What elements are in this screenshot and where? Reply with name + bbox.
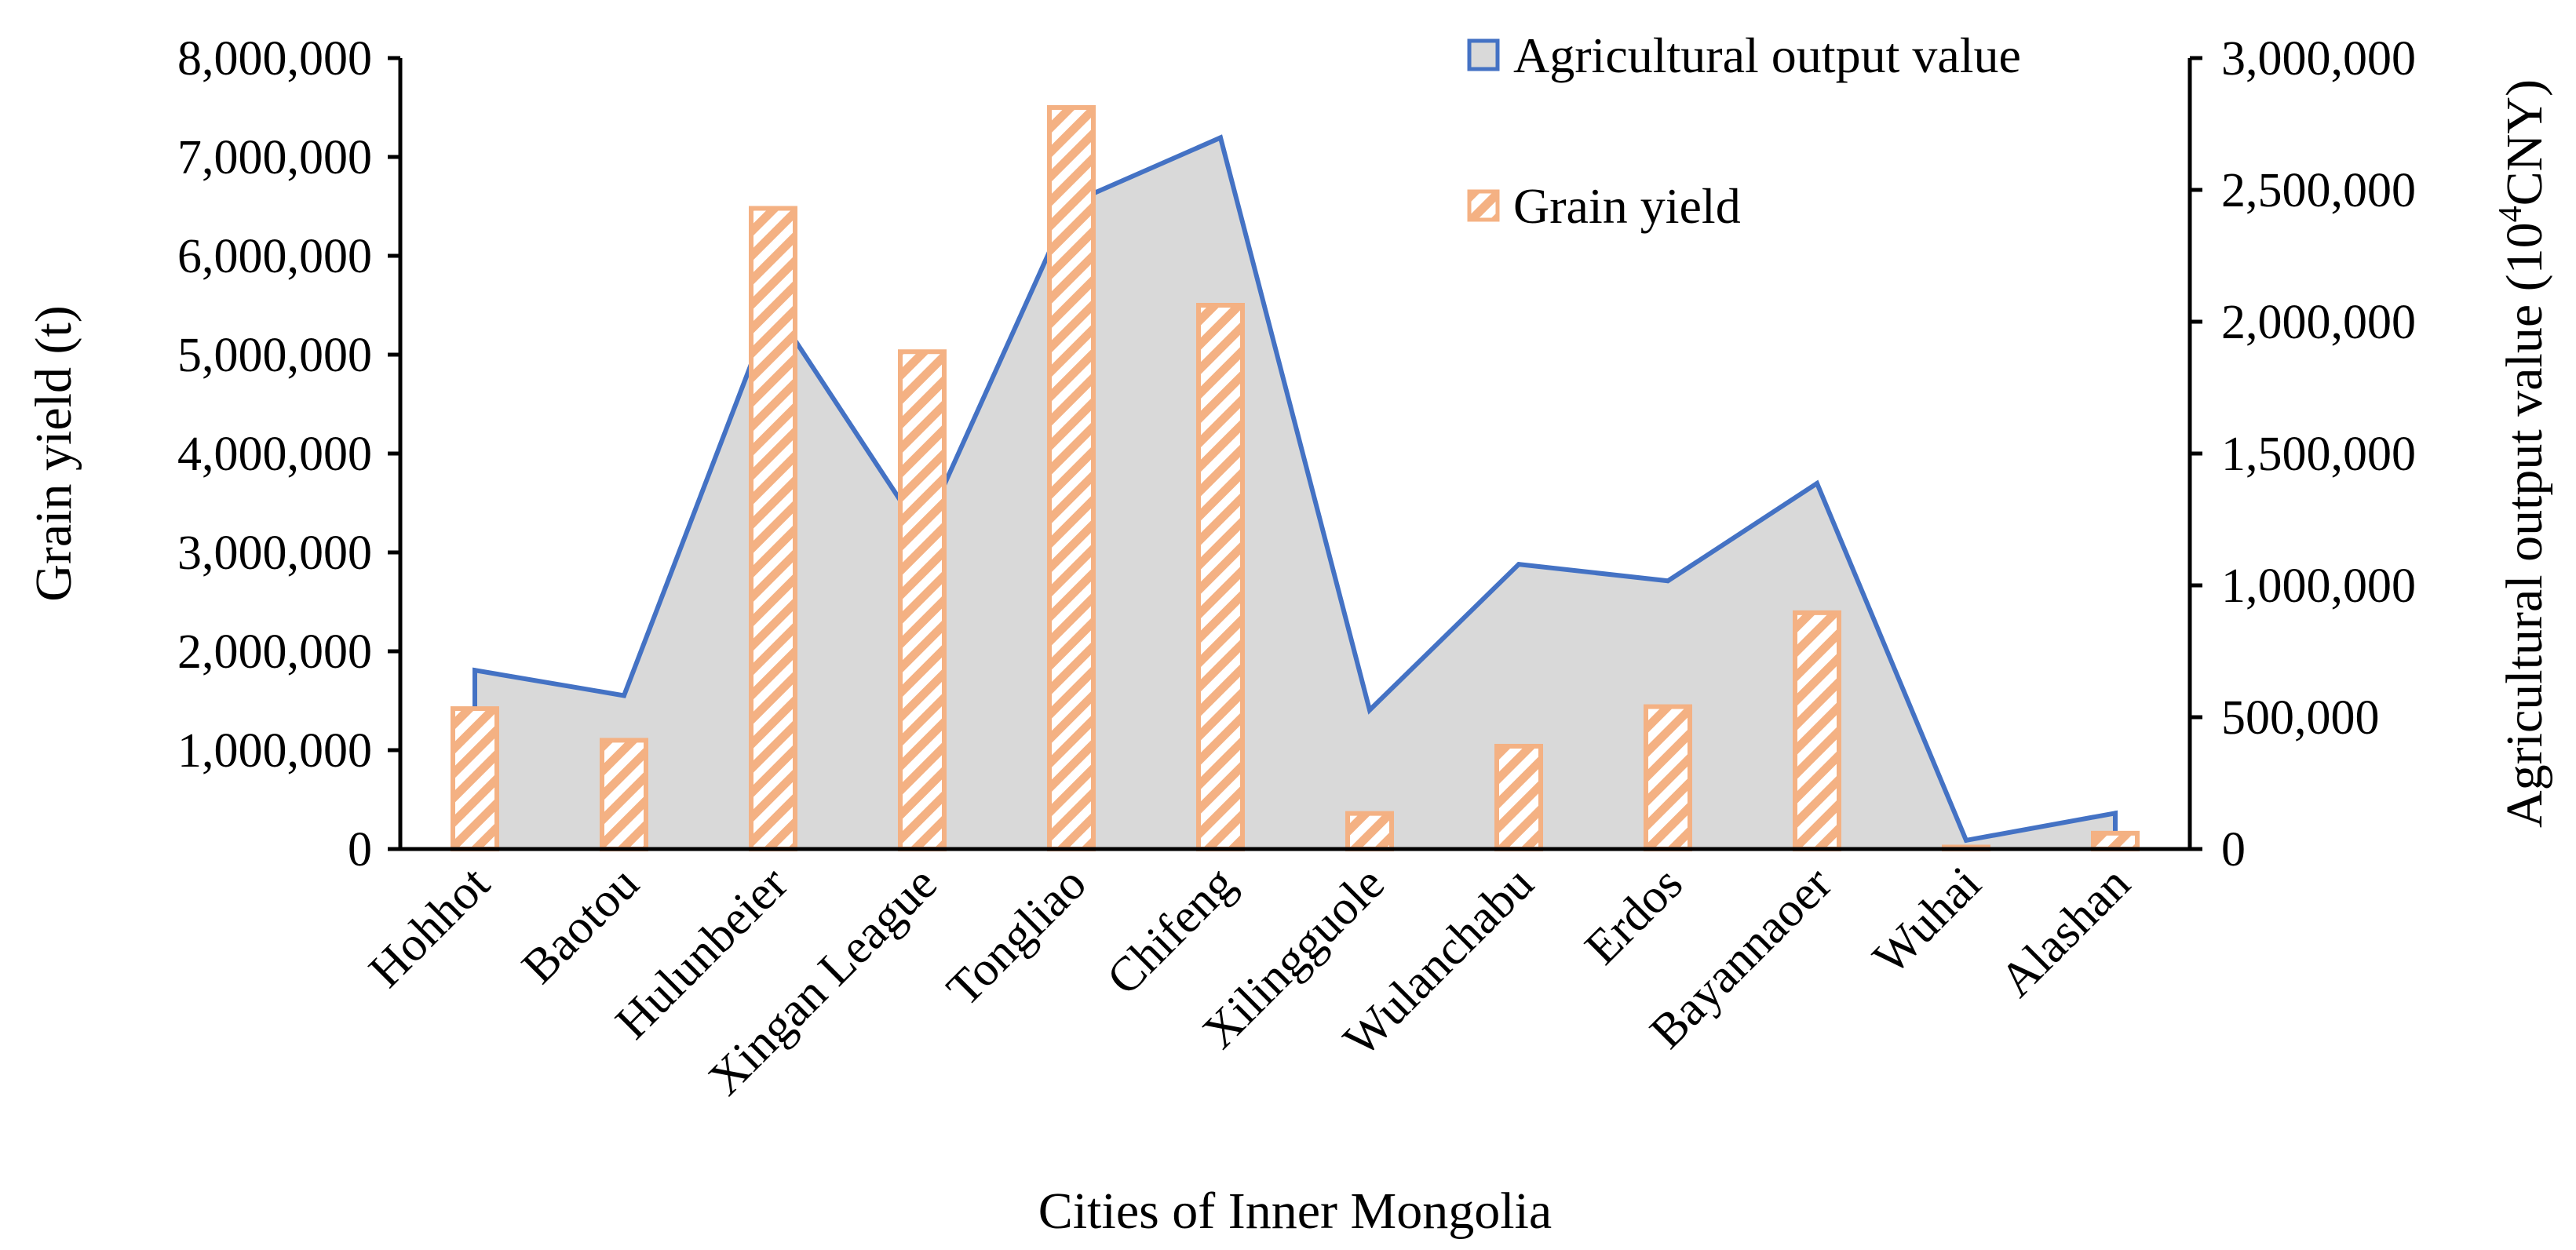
x-category-label-baotou: Baotou (512, 857, 649, 994)
bar-hohhot (451, 706, 499, 852)
area-point-chifeng (1218, 135, 1223, 140)
bar-alashan (2091, 830, 2140, 851)
area-point-wulanchabu (1516, 562, 1521, 567)
left-tick-label: 4,000,000 (177, 428, 372, 481)
area-point-xilingguole (1367, 707, 1372, 712)
y2-axis-title-tail: CNY) (2496, 79, 2553, 206)
right-tick-label: 2,000,000 (2221, 296, 2416, 349)
bar-series-layer (451, 105, 2140, 852)
left-y-ticks: 0 1,000,000 2,000,000 3,000,000 4,000,000 5,0… (177, 32, 400, 876)
x-axis-title: Cities of Inner Mongolia (1038, 1183, 1552, 1240)
x-category-label-hohhot: Hohhot (359, 857, 500, 998)
legend: Agricultural output value Grain yield (1467, 27, 2021, 234)
legend-label-agricultural-output: Agricultural output value (1513, 27, 2021, 83)
bar-xilingguole (1345, 811, 1394, 852)
legend-label-grain-yield: Grain yield (1513, 178, 1741, 234)
legend-item-agricultural-output: Agricultural output value (1467, 27, 2021, 83)
x-category-label-chifeng: Chifeng (1097, 857, 1246, 1005)
x-category-label-tongliao: Tongliao (937, 857, 1096, 1016)
area-point-erdos (1666, 578, 1670, 584)
left-tick-label: 7,000,000 (177, 131, 372, 184)
left-tick-label: 8,000,000 (177, 32, 372, 86)
legend-swatch-bar (1467, 189, 1500, 222)
left-tick-label: 1,000,000 (177, 724, 372, 778)
area-point-bayannaoer (1815, 480, 1819, 486)
y2-axis-title-superscript: 4 (2493, 206, 2529, 222)
x-category-label-alashan: Alashan (1990, 857, 2140, 1008)
bar-xingan-league (898, 349, 947, 852)
bar-bayannaoer (1793, 610, 1841, 851)
left-tick-label: 2,000,000 (177, 625, 372, 679)
area-point-hohhot (473, 668, 477, 673)
y-axis-title: Grain yield (t) (25, 305, 82, 602)
right-tick-label: 0 (2221, 823, 2246, 876)
area-series-layer (473, 134, 2118, 850)
bar-erdos (1644, 704, 1692, 851)
legend-item-grain-yield: Grain yield (1467, 178, 1741, 234)
area-line-agricultural-output (473, 134, 2118, 849)
left-tick-label: 6,000,000 (177, 230, 372, 283)
bar-hulunbeier (749, 206, 797, 851)
right-tick-label: 1,000,000 (2221, 559, 2416, 613)
left-tick-label: 0 (348, 823, 372, 876)
area-point-wuhai (1964, 837, 1968, 843)
bar-baotou (600, 738, 648, 852)
left-tick-label: 5,000,000 (177, 329, 372, 382)
right-tick-label: 500,000 (2221, 691, 2380, 745)
bar-chifeng (1196, 303, 1245, 851)
left-tick-label: 3,000,000 (177, 527, 372, 580)
y2-axis-title-base: Agricultural output value (10 (2496, 222, 2553, 828)
bar-tongliao (1047, 105, 1096, 851)
bar-wulanchabu (1494, 743, 1543, 852)
x-category-label-erdos: Erdos (1575, 857, 1693, 975)
area-point-baotou (622, 693, 626, 698)
right-y-ticks: 0 500,000 1,000,000 1,500,000 2,000,000 2,500… (2190, 32, 2416, 876)
area-point-alashan (2113, 811, 2118, 816)
legend-swatch-area (1467, 38, 1500, 71)
right-tick-label: 1,500,000 (2221, 428, 2416, 481)
right-tick-label: 2,500,000 (2221, 164, 2416, 217)
area-fill-agricultural-output (475, 137, 2115, 850)
x-category-label-wuhai: Wuhai (1863, 857, 1991, 985)
y2-axis-title: Agricultural output value (104CNY) (2493, 79, 2553, 828)
right-tick-label: 3,000,000 (2221, 32, 2416, 86)
